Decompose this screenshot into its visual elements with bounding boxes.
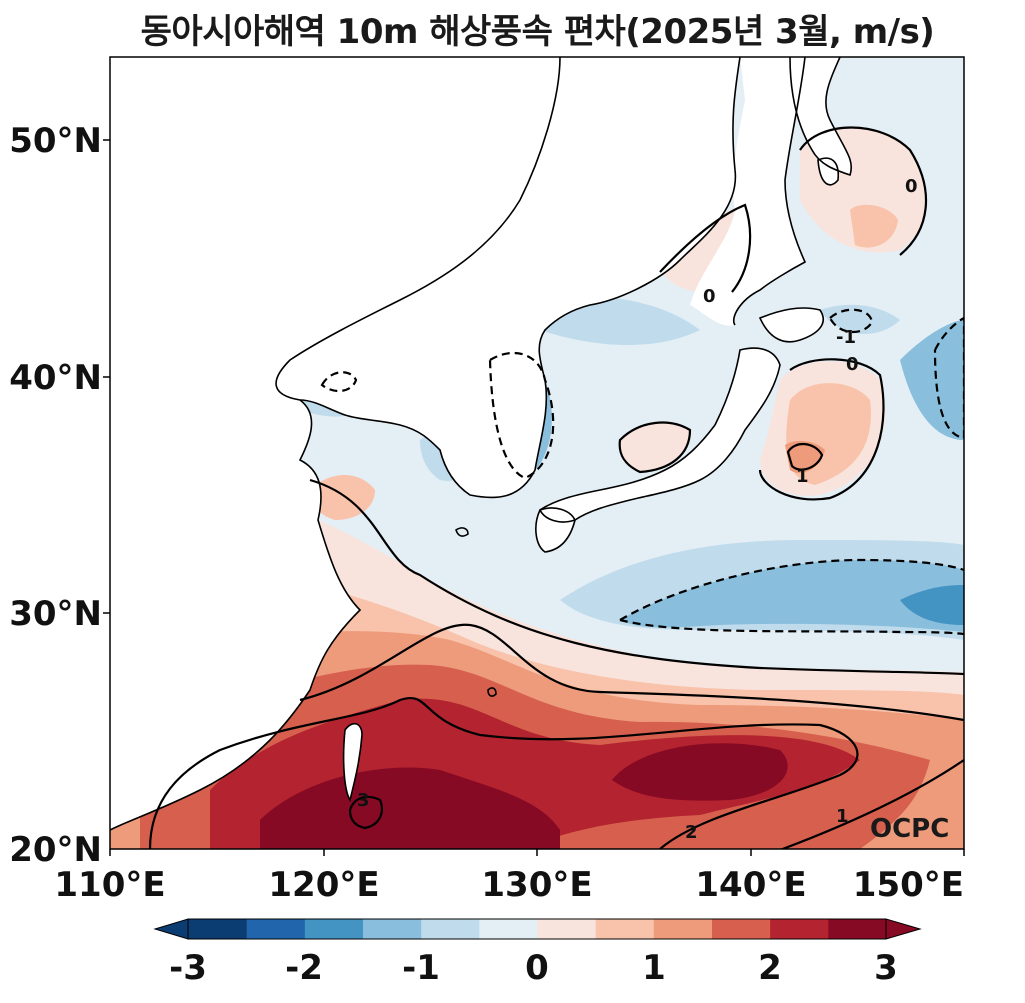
contour-3 [348,795,383,830]
colorbar-tick-label: -2 [285,948,323,988]
colorbar-segment [304,919,363,939]
ocpc-logo: OCPC [870,814,950,844]
contour-0-okhotsk [799,126,928,256]
contour-label: 0 [905,176,918,197]
contour-0-sea-of-japan [618,421,692,474]
contour-0-manchuria [659,203,752,293]
x-tick-labels: 110°E 120°E 130°E 140°E 150°E [54,865,964,905]
contour-label: 1 [836,806,849,827]
y-tick-label: 50°N [9,121,102,161]
coast-jeju [455,527,469,537]
coast-hokkaido [758,307,824,343]
contour-2 [148,696,859,849]
coastlines [110,57,852,831]
coast-kyushu [535,507,576,553]
contour-1-se [779,759,964,849]
anomaly-fill-2.5-3-east [612,743,788,801]
axis-ticks [103,139,965,856]
colorbar-tick-label: 2 [758,948,782,988]
coast-sakhalin-south [817,157,840,186]
land-sakhalin-north [790,57,852,175]
colorbar-segment [769,919,829,939]
contour-label: 3 [357,790,370,811]
coast-korea [299,57,741,499]
colorbar-tick-label: -3 [169,948,207,988]
contour-label: 0 [703,286,716,307]
contour-1-south [299,623,964,722]
contour-label-group: 0 0 0 -1 1 1 2 3 [357,176,918,843]
coast-sakhalin [789,57,852,177]
x-tick-label: 120°E [268,865,379,905]
coast-china [110,57,561,831]
anomaly-fill-neg-band [620,560,964,632]
colorbar-segment [537,919,596,939]
colorbar-tick-label: 1 [642,948,666,988]
coast-taiwan [342,722,363,803]
colorbar-extend-right [885,918,922,940]
colorbar-segment [595,919,654,939]
colorbar [153,918,922,940]
land-primorye [690,57,805,326]
contour-1-east-japan [786,443,824,471]
colorbar-extend-left [153,918,189,940]
colorbar-tick-label: -1 [402,948,440,988]
land-honshu [540,348,780,522]
contour-label: 0 [846,354,859,375]
land-korea-manchuria [276,57,740,498]
y-tick-label: 20°N [9,830,102,870]
colorbar-segment [478,919,538,939]
contour-0-south [309,478,964,676]
anomaly-fill-sea-of-japan-pos [619,422,690,472]
contour-lines [148,126,964,849]
map-title: 동아시아해역 10m 해상풍속 편차(2025년 3월, m/s) [140,12,935,52]
contour-neg1-lower [619,618,964,636]
anomaly-fill-east-neg [900,320,964,440]
colorbar-segment [827,919,887,939]
anomaly-fill-2.5-3-west [260,767,560,849]
x-tick-label: 130°E [481,865,592,905]
colorbar-segment [653,919,712,939]
land-sakhalin-south [818,158,839,185]
contour-neg1-upper [619,558,964,621]
contour-label: 1 [796,466,809,487]
anomaly-fill-neg-band-core [900,585,964,625]
contour-label: 2 [685,822,698,843]
land-taiwan [343,723,362,800]
coast-okinawa [487,687,497,697]
colorbar-segment [420,919,480,939]
x-tick-label: 150°E [853,865,964,905]
land-hokkaido [760,307,824,342]
colorbar-tick-label: 3 [874,948,898,988]
contour-neg1-bohai [320,371,358,393]
colorbar-frame [187,918,887,940]
land-china [110,57,560,830]
contour-neg1-korea [488,351,555,480]
contour-label: -1 [836,327,856,348]
anomaly-fill-hokkaido-neg [820,304,900,334]
colorbar-tick-label: 0 [525,948,549,988]
colorbar-segment [362,919,422,939]
coast-primorye [733,57,807,326]
x-tick-label: 110°E [54,865,165,905]
contour-0-east-japan [758,358,885,501]
y-tick-label: 30°N [9,594,102,634]
anomaly-fill-okhotsk-core [850,204,898,248]
y-tick-labels: 50°N 40°N 30°N 20°N [9,121,102,870]
colorbar-segment [246,919,305,939]
contour-neg1-hokkaido [828,308,874,334]
colorbar-segment [188,919,247,939]
y-tick-label: 40°N [9,358,102,398]
colorbar-segment [711,919,771,939]
x-tick-label: 140°E [695,865,806,905]
